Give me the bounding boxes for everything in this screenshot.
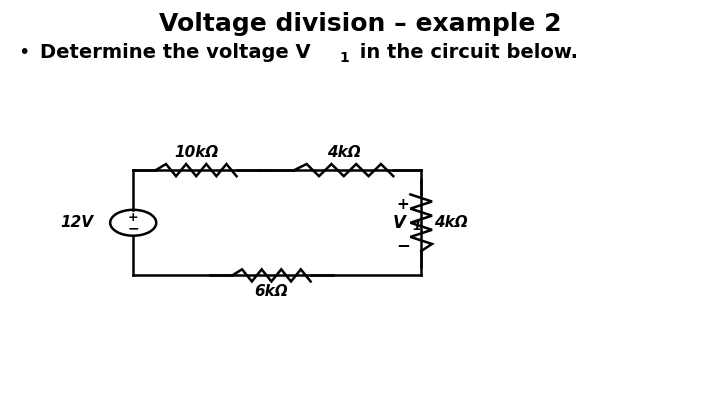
Text: 1: 1 — [340, 51, 350, 64]
Text: 12V: 12V — [60, 215, 94, 230]
Text: 6kΩ: 6kΩ — [255, 284, 288, 298]
Text: Voltage division – example 2: Voltage division – example 2 — [158, 12, 562, 36]
Text: +: + — [397, 197, 410, 212]
Text: Determine the voltage V: Determine the voltage V — [40, 43, 310, 62]
Text: 4kΩ: 4kΩ — [327, 145, 361, 160]
Text: −: − — [127, 221, 139, 235]
Text: •: • — [18, 43, 30, 62]
Text: 10kΩ: 10kΩ — [174, 145, 218, 160]
Text: V: V — [392, 214, 405, 232]
Text: 4kΩ: 4kΩ — [434, 215, 468, 230]
Text: −: − — [396, 236, 410, 254]
Text: +: + — [128, 211, 138, 224]
Text: in the circuit below.: in the circuit below. — [353, 43, 577, 62]
Text: 1: 1 — [413, 220, 421, 233]
